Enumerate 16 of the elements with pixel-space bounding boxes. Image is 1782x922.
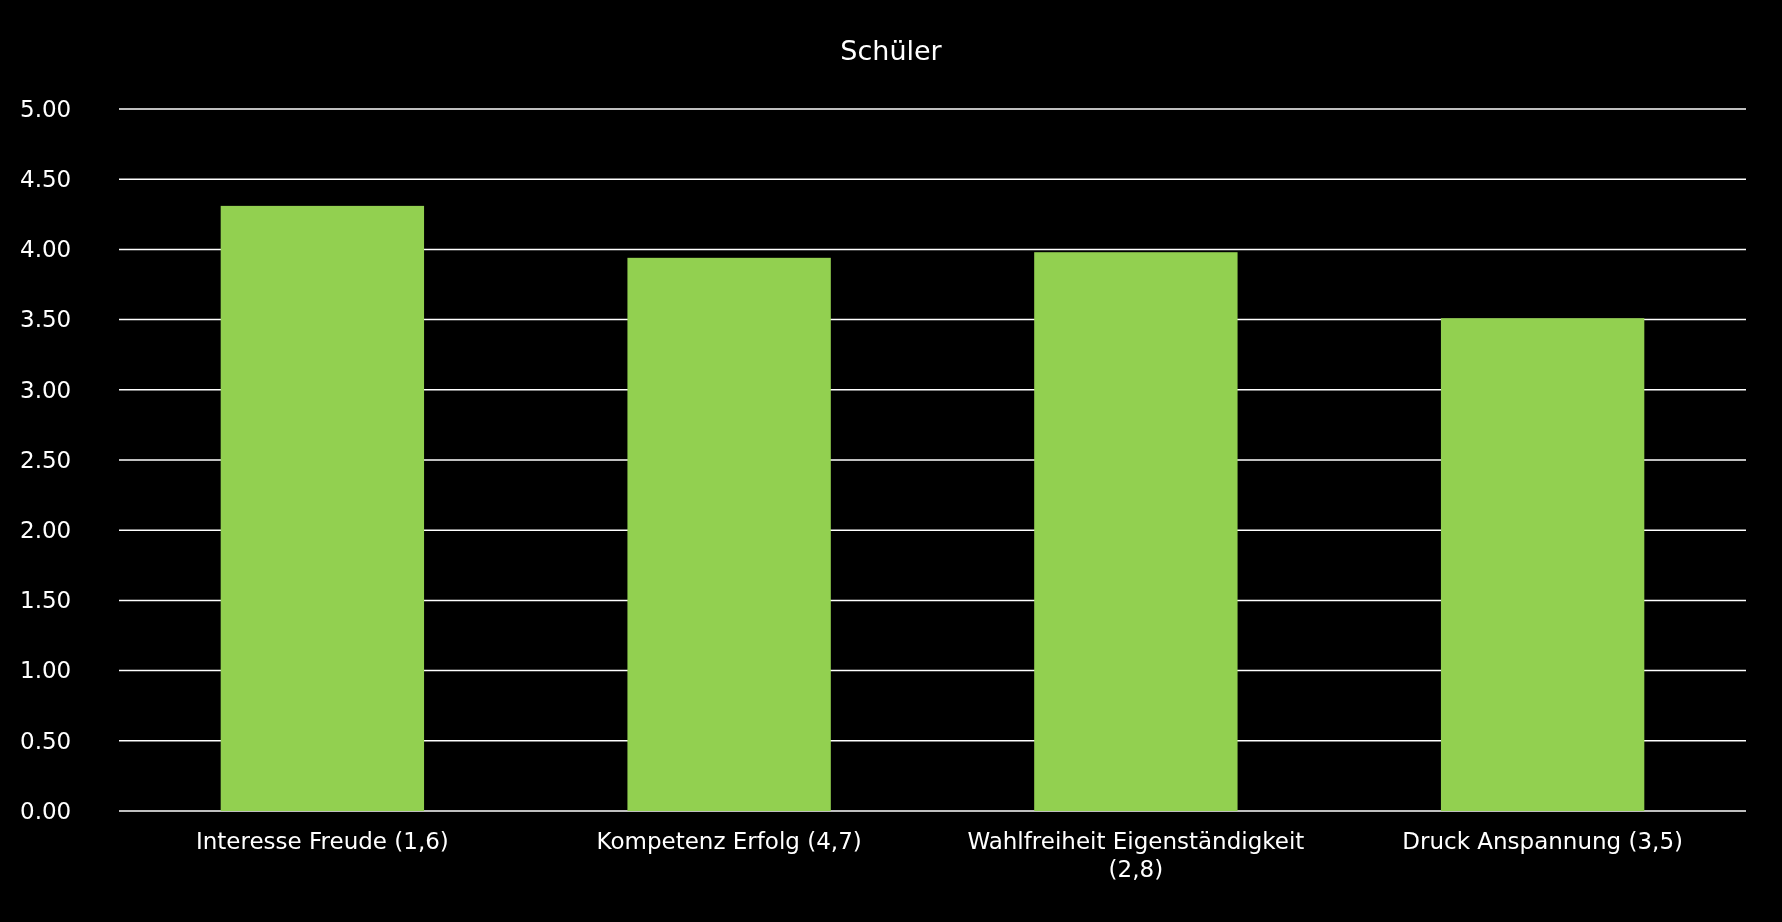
x-tick-label: Druck Anspannung (3,5) [1402, 828, 1684, 855]
y-tick-label: 0.50 [20, 727, 72, 754]
y-tick-label: 5.00 [20, 95, 72, 122]
y-tick-label: 3.00 [20, 376, 72, 403]
x-tick-label: Kompetenz Erfolg (4,7) [596, 828, 862, 855]
y-tick-label: 4.00 [20, 236, 72, 263]
x-tick-label: Wahlfreiheit Eigenständigkeit (2,8) [967, 828, 1305, 882]
y-tick-label: 4.50 [20, 166, 72, 193]
y-tick-label: 0.00 [20, 797, 72, 824]
chart-title: Schüler [840, 35, 943, 66]
y-tick-label: 2.00 [20, 517, 72, 544]
y-tick-label: 2.50 [20, 446, 72, 473]
y-tick-label: 3.50 [20, 306, 72, 333]
x-tick-label: Interesse Freude (1,6) [195, 828, 449, 855]
y-tick-label: 1.00 [20, 657, 72, 684]
y-tick-label: 1.50 [20, 587, 72, 614]
